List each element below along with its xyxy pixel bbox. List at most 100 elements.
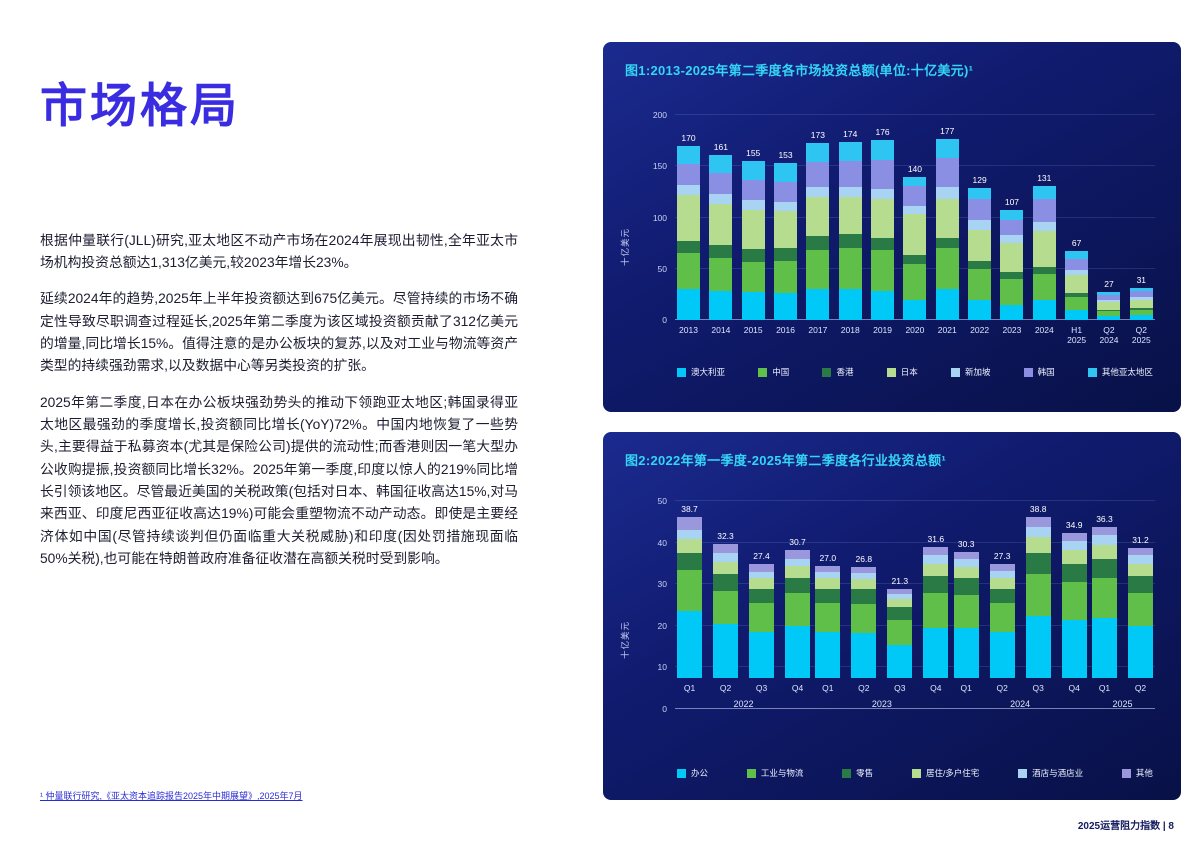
bar-segment [1000, 271, 1024, 279]
bar-column: 176 2019 [871, 115, 895, 335]
bar-segment [713, 543, 738, 554]
bar-segment [806, 250, 830, 290]
x-axis-label: 2020 [905, 325, 925, 335]
bar-segment [887, 619, 913, 645]
bar-segment [1025, 615, 1051, 678]
bar-segment [838, 141, 862, 162]
x-axis-label: Q4 [1068, 683, 1080, 693]
bar-segment [903, 176, 927, 186]
legend-swatch [677, 768, 686, 778]
x-axis-group-label: 2023 [871, 699, 892, 709]
bar-column: 170 2013 [677, 115, 700, 335]
bar-segment [741, 292, 765, 320]
bar-segment [1065, 309, 1089, 320]
bar-segment [923, 546, 949, 556]
bar-segment [1032, 221, 1056, 231]
bar-segment [903, 255, 927, 264]
bar-segment [953, 566, 979, 579]
bar-segment [709, 173, 733, 194]
bar-segment [741, 200, 765, 211]
x-axis-label: 2018 [840, 325, 860, 335]
bar-segment [1061, 541, 1087, 551]
bar-segment [923, 576, 949, 593]
bar-segment [741, 161, 765, 180]
bar-segment [1032, 273, 1056, 300]
chart2-grid: 0 10 20 30 40 50 [658, 496, 1155, 714]
bar-segment [785, 558, 810, 566]
legend-item: 日本 [886, 366, 918, 378]
bar-segment [713, 553, 738, 562]
bar-segment [785, 565, 810, 579]
bar-segment [1065, 251, 1089, 259]
legend-label: 工业与物流 [760, 768, 804, 778]
bar-segment [903, 214, 927, 256]
x-axis-label: 2014 [711, 325, 731, 335]
bar-segment [1129, 309, 1153, 315]
article-column: 市场格局 根据仲量联行(JLL)研究,亚太地区不动产市场在2024年展现出韧性,… [40, 80, 518, 585]
x-axis-label: 2024 [1034, 325, 1054, 335]
bar-segment [1000, 279, 1024, 305]
bar-column: 31 Q2 2025 [1129, 115, 1153, 345]
legend-item: 澳大利亚 [677, 366, 725, 378]
legend-label: 中国 [772, 367, 790, 377]
bar-segment [749, 588, 774, 604]
bar-segment [1025, 553, 1051, 575]
bar-column: 27.4 Q3 [749, 501, 774, 693]
bar-segment [815, 565, 841, 572]
bar-segment [935, 199, 959, 238]
bar-segment [1097, 299, 1121, 302]
bar-segment [774, 260, 798, 294]
bar-segment [838, 161, 862, 187]
bar-segment [815, 571, 841, 579]
bar-segment [1065, 274, 1089, 294]
legend-item: 香港 [822, 366, 853, 378]
x-axis-label: Q4 [791, 683, 804, 693]
bar-value-label: 30.7 [789, 537, 806, 548]
bar-segment [709, 193, 733, 205]
legend-label: 香港 [836, 367, 854, 377]
page-title: 市场格局 [40, 79, 240, 132]
bar-column: 140 2020 [903, 115, 927, 335]
bar-segment [968, 229, 992, 261]
bar-segment [935, 158, 959, 187]
bar-value-label: 27.3 [993, 551, 1011, 562]
bar-column: 27.0 Q1 [815, 501, 841, 693]
x-axis-label: Q3 [894, 683, 906, 693]
bar-segment [677, 611, 702, 678]
bar-segment [709, 204, 733, 246]
y-axis-tick: 200 [652, 110, 667, 120]
bar-segment [1091, 544, 1117, 560]
legend-label: 酒店与酒店业 [1032, 768, 1084, 778]
chart2: 十亿美元 0 10 20 30 40 50 38.7 Q1 32.3 Q2 27.4 Q3 30.7 Q… [620, 496, 1155, 779]
bar-segment [1127, 555, 1153, 564]
bar-column: 21.3 Q3 [887, 501, 913, 693]
bar-segment [1097, 310, 1121, 316]
bar-segment [838, 186, 862, 198]
bar-segment [815, 578, 841, 589]
bar-segment [749, 571, 774, 579]
bar-value-label: 34.9 [1065, 519, 1083, 530]
bar-segment [713, 590, 738, 624]
legend-item: 零售 [842, 767, 873, 779]
bar-segment [774, 181, 798, 203]
y-axis-tick: 100 [652, 212, 667, 223]
bar-value-label: 26.8 [855, 553, 873, 564]
legend-label: 新加坡 [964, 367, 991, 377]
x-axis-label: Q2 [1134, 683, 1147, 693]
bar-column: 30.7 Q4 [785, 501, 810, 693]
bar-segment [989, 632, 1015, 678]
bar-segment [1129, 314, 1153, 320]
y-axis-tick: 30 [657, 579, 667, 590]
bar-segment [677, 164, 700, 185]
footnote-link[interactable]: ¹ 仲量联行研究,《亚太资本追踪报告2025年中期展望》,2025年7月 [40, 791, 303, 801]
bar-value-label: 36.3 [1096, 514, 1113, 525]
chart2-title: 图2:2022年第一季度-2025年第二季度各行业投资总额¹ [625, 453, 947, 468]
bar-segment [1065, 297, 1089, 310]
bar-segment [806, 186, 830, 198]
bar-segment [968, 260, 992, 269]
bar-segment [1061, 550, 1087, 564]
bar-segment [1025, 527, 1051, 538]
bar-group: 30.3 Q1 27.3 Q2 38.8 Q3 34.9 Q4 2024 [953, 501, 1087, 709]
x-axis-label: 2021 [937, 325, 957, 335]
bar-column: 131 2024 [1032, 115, 1056, 335]
